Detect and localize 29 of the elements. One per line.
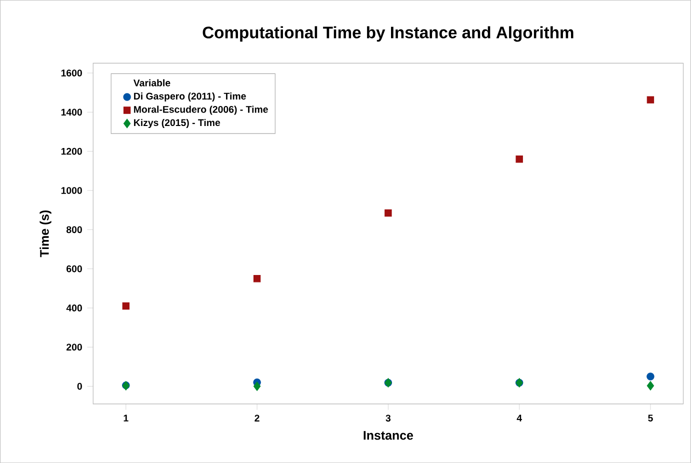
legend-label: Di Gaspero (2011) - Time — [134, 92, 246, 102]
point — [384, 209, 392, 217]
x-tick-label: 1 — [124, 414, 128, 422]
point — [646, 380, 654, 390]
y-tick-label: 1000 — [61, 186, 82, 194]
y-axis-title: Time (s) — [40, 210, 52, 258]
y-tick-label: 1400 — [61, 108, 82, 116]
y-tick-label: 1200 — [61, 148, 82, 155]
x-tick-label: 2 — [254, 414, 260, 422]
x-axis-title: Instance — [364, 430, 414, 440]
legend-title: Variable — [133, 79, 170, 86]
chart-title: Computational Time by Instance and Algorithm — [202, 26, 574, 42]
point — [516, 155, 523, 163]
y-tick-label: 200 — [66, 344, 82, 350]
point — [646, 96, 654, 104]
y-tick-label: 1600 — [61, 69, 82, 76]
point — [253, 274, 261, 282]
y-tick-label: 600 — [66, 265, 82, 272]
x-tick-label: 4 — [516, 414, 522, 422]
legend-label: Kizys (2015) - Time — [134, 118, 220, 128]
legend-label: Moral-Escudero (2006) - Time — [134, 106, 268, 115]
y-tick-label: 0 — [77, 382, 82, 390]
x-tick-label: 5 — [648, 414, 653, 422]
x-tick-label: 3 — [386, 414, 391, 422]
y-tick-label: 800 — [66, 226, 82, 233]
y-tick-label: 400 — [66, 304, 82, 312]
point — [253, 381, 261, 391]
point — [646, 372, 654, 380]
point — [122, 302, 130, 310]
